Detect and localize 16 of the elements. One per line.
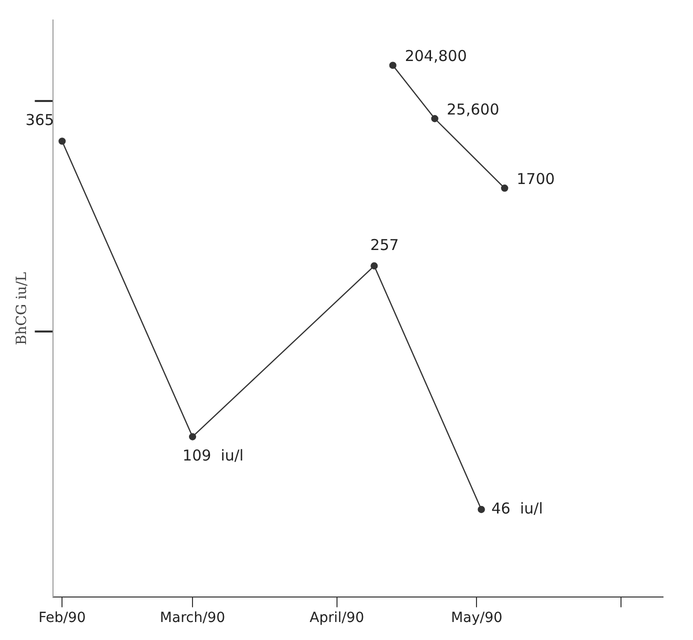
data-label: 1700 [516, 170, 555, 188]
x-tick-label: Feb/90 [38, 610, 86, 626]
data-label: 109 iu/l [182, 446, 244, 465]
point [188, 433, 196, 440]
data-label: 365 [25, 111, 54, 130]
y-axis-title: BhCG iu/L [14, 272, 30, 346]
x-tick-label: March/90 [160, 610, 226, 626]
point [58, 138, 66, 145]
point [478, 506, 485, 514]
data-label: 46 iu/l [491, 499, 543, 518]
point [370, 262, 378, 270]
data-label: 257 [370, 236, 399, 254]
x-tick-label: April/90 [310, 610, 364, 626]
x-tick-label: May/90 [450, 610, 502, 626]
data-label: 25,600 [446, 100, 500, 119]
data-label: 204,800 [404, 47, 467, 66]
